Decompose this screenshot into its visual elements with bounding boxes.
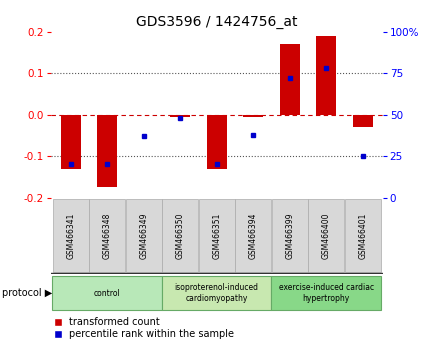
Bar <box>162 199 198 273</box>
Legend: transformed count, percentile rank within the sample: transformed count, percentile rank withi… <box>55 317 234 339</box>
Text: GSM466341: GSM466341 <box>66 212 75 259</box>
Bar <box>53 199 88 273</box>
Bar <box>61 115 81 169</box>
Text: GSM466348: GSM466348 <box>103 212 112 259</box>
Bar <box>89 199 125 273</box>
Bar <box>235 199 271 273</box>
Bar <box>207 115 227 169</box>
Text: protocol ▶: protocol ▶ <box>2 288 52 298</box>
Bar <box>271 276 381 310</box>
Text: isoproterenol-induced
cardiomyopathy: isoproterenol-induced cardiomyopathy <box>175 283 259 303</box>
Text: GSM466401: GSM466401 <box>358 212 367 259</box>
Text: GSM466349: GSM466349 <box>139 212 148 259</box>
Bar <box>126 199 161 273</box>
Bar <box>162 276 271 310</box>
Bar <box>353 115 373 127</box>
Bar <box>243 115 263 117</box>
Bar <box>97 115 117 187</box>
Text: GSM466400: GSM466400 <box>322 212 331 259</box>
Bar <box>308 199 344 273</box>
Text: GSM466399: GSM466399 <box>285 212 294 259</box>
Bar <box>316 36 336 115</box>
Text: control: control <box>94 289 121 298</box>
Bar <box>345 199 381 273</box>
Text: GSM466394: GSM466394 <box>249 212 258 259</box>
Text: exercise-induced cardiac
hypertrophy: exercise-induced cardiac hypertrophy <box>279 283 374 303</box>
Bar <box>199 199 235 273</box>
Bar <box>280 44 300 115</box>
Text: GSM466351: GSM466351 <box>212 212 221 259</box>
Text: GSM466350: GSM466350 <box>176 212 185 259</box>
Bar <box>170 115 190 117</box>
Title: GDS3596 / 1424756_at: GDS3596 / 1424756_at <box>136 16 297 29</box>
Bar <box>52 276 162 310</box>
Bar <box>272 199 308 273</box>
